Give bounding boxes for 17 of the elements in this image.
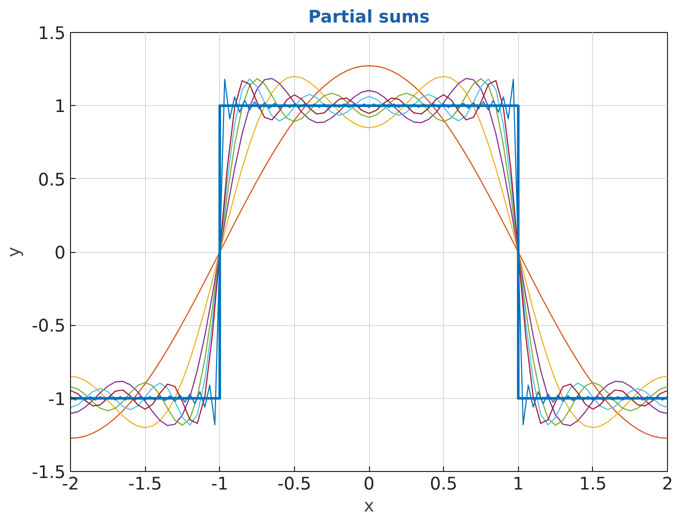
x-tick-label: 0 (363, 474, 375, 494)
y-tick-label: 1 (54, 97, 66, 118)
x-tick-label: 0.5 (430, 474, 458, 494)
y-tick-label: 1.5 (38, 24, 66, 44)
x-tick-label: -0.5 (277, 474, 312, 494)
y-tick-label: 0 (54, 244, 66, 264)
y-tick-label: 0.5 (38, 170, 66, 190)
x-tick-label: 1 (512, 474, 524, 494)
x-tick-label: -1 (211, 474, 228, 494)
x-tick-label: 1.5 (579, 474, 607, 494)
y-tick-label: -1 (48, 390, 66, 410)
y-axis-title: y (4, 246, 25, 258)
x-axis-title: x (364, 496, 374, 516)
chart-title: Partial sums (308, 8, 430, 28)
x-tick-label: 2 (662, 474, 674, 494)
x-tick-label: -1.5 (128, 474, 162, 494)
y-tick-label: -0.5 (32, 316, 66, 337)
